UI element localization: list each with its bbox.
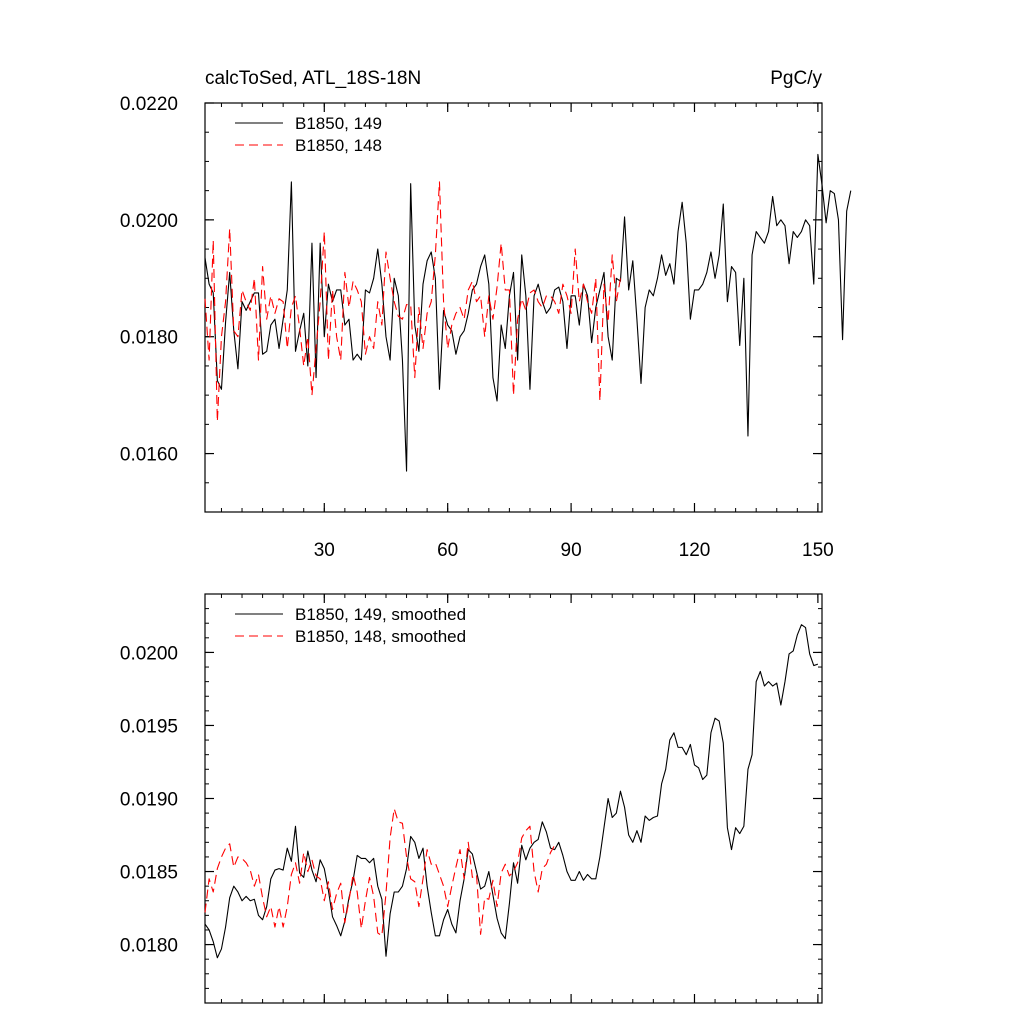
legend-label-0: B1850, 149, smoothed xyxy=(295,605,466,624)
series-line-1 xyxy=(204,808,556,937)
legend-label-1: B1850, 148, smoothed xyxy=(295,627,466,646)
legend-label-0: B1850, 149 xyxy=(295,114,382,133)
y-tick-label: 0.0185 xyxy=(120,863,178,884)
series-line-0 xyxy=(204,153,852,472)
x-tick-label: 150 xyxy=(802,540,834,561)
units-label: PgC/y xyxy=(770,68,822,89)
y-tick-label: 0.0180 xyxy=(120,936,178,957)
x-tick-label: 30 xyxy=(314,540,335,561)
plot-frame xyxy=(204,593,823,1004)
x-tick-label: 60 xyxy=(437,540,458,561)
legend-label-1: B1850, 148 xyxy=(295,136,382,155)
y-tick-label: 0.0220 xyxy=(120,94,178,115)
chart-title: calcToSed, ATL_18S-18N xyxy=(205,68,421,89)
y-tick-label: 0.0180 xyxy=(120,328,178,349)
x-tick-label: 90 xyxy=(561,540,582,561)
series-line-0 xyxy=(204,624,819,959)
plot-frame xyxy=(204,102,823,513)
y-tick-label: 0.0200 xyxy=(120,211,178,232)
top-chart-panel: 0.0160 0.0180 0.0200 0.0220 30 60 90 120 150 B185… xyxy=(120,94,852,561)
y-tick-label: 0.0160 xyxy=(120,445,178,466)
series-line-1 xyxy=(204,181,621,422)
y-tick-label: 0.0195 xyxy=(120,716,178,737)
x-tick-label: 120 xyxy=(679,540,711,561)
y-tick-label: 0.0200 xyxy=(120,643,178,664)
y-tick-label: 0.0190 xyxy=(120,790,178,811)
bottom-chart-panel: 0.0180 0.0185 0.0190 0.0195 0.0200 B1850, 149… xyxy=(120,593,823,1004)
